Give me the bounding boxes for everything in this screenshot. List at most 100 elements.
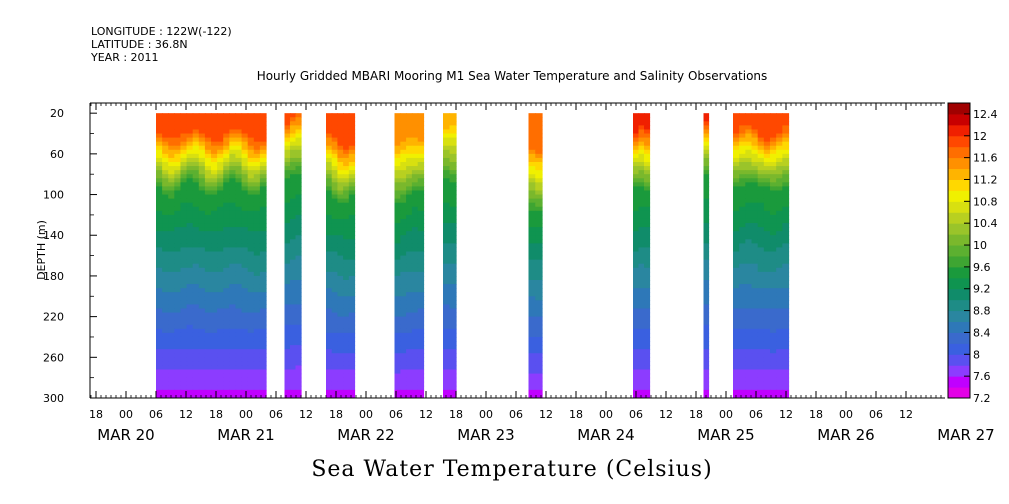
data-cell — [156, 227, 163, 232]
data-cell — [417, 186, 425, 192]
data-cell — [776, 137, 783, 143]
data-cell — [253, 336, 261, 342]
data-cell — [331, 328, 338, 334]
data-cell — [739, 373, 746, 379]
data-cell — [284, 153, 291, 159]
data-cell — [757, 263, 765, 269]
data-cell — [417, 137, 425, 143]
data-cell — [174, 239, 182, 244]
data-cell — [217, 174, 224, 179]
data-cell — [247, 162, 255, 167]
data-cell — [449, 170, 457, 175]
data-cell — [394, 332, 401, 338]
data-cell — [290, 239, 297, 244]
data-cell — [348, 345, 356, 350]
data-cell — [449, 235, 457, 240]
data-cell — [290, 292, 297, 297]
data-cell — [535, 247, 543, 253]
data-cell — [247, 271, 255, 277]
data-cell — [449, 162, 457, 167]
x-date-label: MAR 26 — [817, 426, 874, 444]
data-cell — [217, 137, 224, 143]
data-cell — [763, 292, 771, 297]
data-cell — [763, 284, 771, 289]
data-cell — [186, 218, 194, 224]
data-cell — [782, 231, 790, 236]
data-cell — [156, 129, 163, 135]
data-cell — [162, 349, 169, 354]
data-cell — [241, 288, 249, 293]
data-cell — [253, 280, 261, 285]
data-cell — [703, 121, 710, 126]
data-cell — [174, 312, 182, 318]
data-cell — [644, 117, 651, 122]
data-cell — [644, 133, 651, 139]
data-cell — [400, 198, 407, 204]
data-cell — [528, 162, 536, 167]
data-cell — [229, 271, 237, 277]
data-cell — [217, 113, 224, 118]
data-cell — [528, 133, 536, 139]
data-cell — [406, 206, 413, 212]
data-cell — [394, 312, 401, 318]
data-cell — [217, 166, 224, 171]
data-cell — [638, 149, 645, 155]
data-cell — [638, 284, 645, 289]
x-hour-label: 00 — [599, 408, 613, 421]
data-cell — [284, 243, 291, 249]
data-cell — [192, 300, 200, 306]
data-cell — [528, 389, 536, 395]
data-cell — [295, 194, 302, 200]
data-cell — [739, 174, 746, 179]
data-cell — [247, 235, 255, 240]
data-cell — [343, 332, 350, 338]
data-cell — [211, 365, 218, 371]
data-cell — [751, 202, 759, 208]
data-cell — [394, 206, 401, 212]
data-cell — [763, 113, 771, 118]
data-cell — [443, 231, 451, 236]
data-cell — [259, 202, 267, 208]
data-cell — [284, 223, 291, 228]
data-cell — [192, 198, 200, 204]
data-cell — [745, 275, 753, 281]
data-cell — [162, 284, 169, 289]
data-cell — [235, 341, 243, 346]
data-cell — [192, 210, 200, 216]
data-cell — [638, 178, 645, 183]
data-cell — [235, 308, 243, 314]
data-cell — [217, 214, 224, 220]
data-cell — [417, 182, 425, 188]
data-cell — [217, 251, 224, 257]
data-cell — [259, 353, 267, 358]
data-cell — [703, 251, 710, 257]
data-cell — [253, 320, 261, 326]
data-cell — [180, 288, 188, 293]
data-cell — [745, 141, 753, 147]
data-cell — [217, 255, 224, 261]
data-cell — [235, 316, 243, 322]
data-cell — [776, 129, 783, 135]
data-cell — [443, 284, 451, 289]
data-cell — [757, 162, 765, 167]
data-cell — [528, 316, 536, 322]
data-cell — [443, 300, 451, 306]
data-cell — [776, 235, 783, 240]
data-cell — [703, 312, 710, 318]
data-cell — [770, 271, 777, 277]
data-cell — [211, 381, 218, 387]
data-cell — [394, 385, 401, 391]
data-cell — [186, 239, 194, 244]
data-cell — [776, 341, 783, 346]
data-cell — [770, 296, 777, 301]
data-cell — [241, 235, 249, 240]
data-segment — [528, 113, 543, 398]
data-cell — [284, 361, 291, 367]
data-cell — [241, 113, 249, 118]
data-cell — [174, 292, 182, 297]
data-cell — [770, 223, 777, 228]
data-cell — [186, 353, 194, 358]
data-cell — [290, 393, 297, 398]
data-cell — [156, 149, 163, 155]
data-cell — [235, 385, 243, 391]
